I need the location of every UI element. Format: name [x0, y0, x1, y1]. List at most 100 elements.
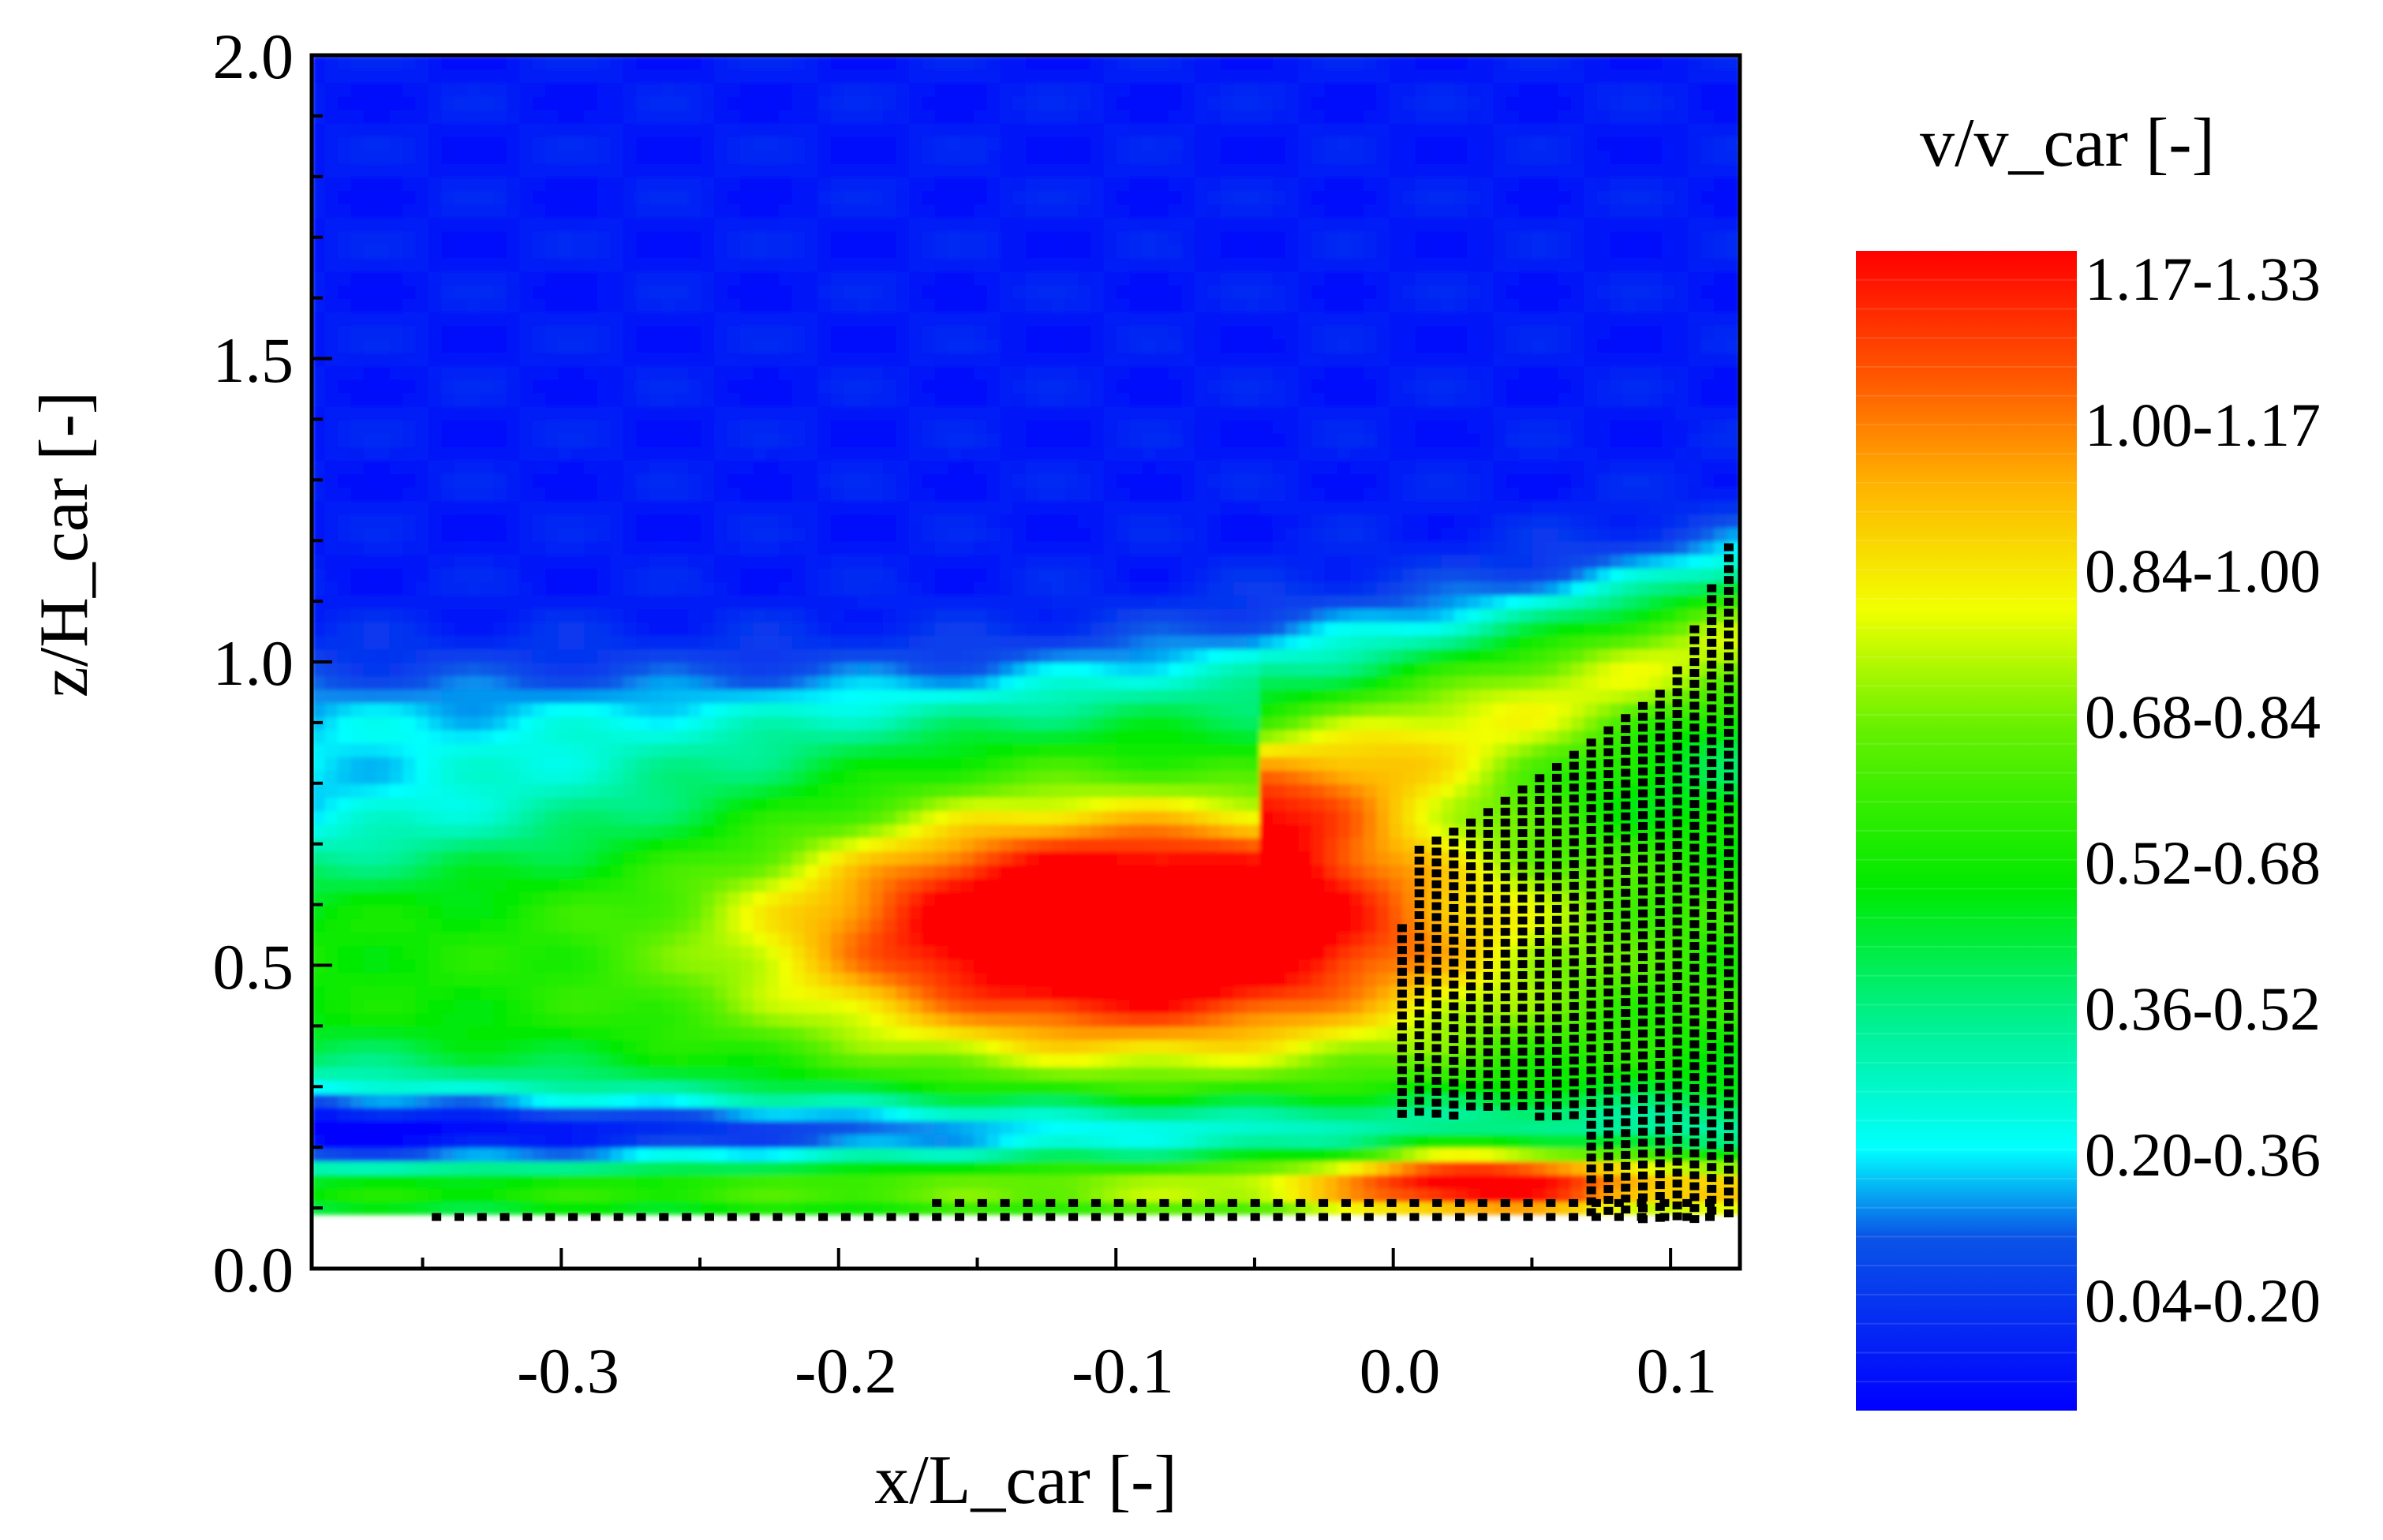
heatmap-cell	[584, 284, 599, 299]
heatmap-cell	[948, 1187, 962, 1202]
heatmap-cell	[571, 810, 585, 825]
heatmap-cell	[1026, 689, 1040, 704]
heatmap-cell	[675, 1012, 690, 1027]
heatmap-cell	[402, 1026, 417, 1041]
heatmap-cell	[389, 702, 404, 717]
heatmap-cell	[934, 514, 949, 529]
heatmap-cell	[896, 850, 911, 865]
heatmap-cell	[1000, 69, 1014, 84]
heatmap-cell	[857, 662, 871, 677]
heatmap-cell	[324, 918, 339, 933]
heatmap-cell	[765, 824, 780, 839]
heatmap-cell	[519, 1052, 533, 1067]
heatmap-cell	[662, 850, 676, 865]
heatmap-cell	[831, 931, 845, 947]
heatmap-cell	[402, 675, 417, 690]
heatmap-cell	[753, 689, 768, 704]
heatmap-cell	[896, 729, 911, 744]
heatmap-cell	[714, 244, 728, 259]
heatmap-cell	[922, 69, 937, 84]
heatmap-cell	[350, 959, 365, 974]
heatmap-cell	[584, 419, 599, 434]
heatmap-cell	[337, 999, 352, 1014]
heatmap-cell	[571, 69, 585, 84]
heatmap-cell	[324, 662, 339, 677]
heatmap-cell	[532, 972, 547, 987]
heatmap-cell	[428, 607, 443, 622]
heatmap-cell	[883, 729, 897, 744]
heatmap-cell	[441, 352, 456, 367]
heatmap-cell	[649, 365, 664, 380]
heatmap-cell	[934, 499, 949, 515]
heatmap-cell	[402, 581, 417, 596]
heatmap-cell	[857, 217, 871, 232]
heatmap-cell	[960, 864, 975, 879]
heatmap-cell	[324, 810, 339, 825]
heatmap-cell	[571, 109, 585, 124]
heatmap-cell	[545, 136, 559, 151]
heatmap-cell	[480, 204, 495, 219]
heatmap-cell	[791, 486, 806, 502]
heatmap-cell	[779, 594, 794, 609]
heatmap-cell	[441, 959, 456, 974]
heatmap-cell	[350, 55, 365, 70]
heatmap-cell	[675, 1039, 690, 1054]
heatmap-cell	[1051, 1187, 1066, 1202]
heatmap-cell	[610, 850, 625, 865]
heatmap-cell	[740, 338, 754, 353]
heatmap-cell	[831, 230, 845, 245]
heatmap-cell	[701, 824, 716, 839]
heatmap-cell	[389, 217, 404, 232]
heatmap-cell	[324, 459, 339, 474]
heatmap-cell	[312, 689, 326, 704]
heatmap-cell	[1026, 514, 1040, 529]
heatmap-cell	[986, 756, 1001, 771]
heatmap-cell	[753, 217, 768, 232]
heatmap-cell	[584, 365, 599, 380]
heatmap-cell	[649, 607, 664, 622]
heatmap-cell	[441, 109, 456, 124]
heatmap-cell	[519, 891, 533, 906]
heatmap-cell	[986, 999, 1001, 1014]
heatmap-cell	[753, 729, 768, 744]
heatmap-cell	[649, 324, 664, 340]
heatmap-cell	[817, 918, 832, 933]
heatmap-cell	[545, 1012, 559, 1027]
heatmap-cell	[779, 324, 794, 340]
heatmap-cell	[948, 742, 962, 757]
heatmap-cell	[714, 810, 728, 825]
heatmap-cell	[415, 662, 430, 677]
heatmap-cell	[532, 459, 547, 474]
heatmap-cell	[480, 122, 495, 137]
heatmap-cell	[817, 891, 832, 906]
heatmap-cell	[376, 514, 391, 529]
heatmap-cell	[389, 297, 404, 312]
heatmap-cell	[558, 352, 573, 367]
heatmap-cell	[688, 716, 702, 731]
heatmap-cell	[870, 1066, 885, 1081]
heatmap-cell	[779, 1106, 794, 1122]
heatmap-cell	[1012, 432, 1027, 447]
heatmap-cell	[493, 257, 508, 272]
heatmap-cell	[455, 581, 469, 596]
heatmap-cell	[597, 338, 612, 353]
heatmap-cell	[636, 1039, 651, 1054]
heatmap-cell	[532, 581, 547, 596]
heatmap-cell	[948, 810, 962, 825]
heatmap-cell	[636, 864, 651, 879]
heatmap-cell	[545, 149, 559, 164]
heatmap-cell	[649, 514, 664, 529]
heatmap-cell	[960, 891, 975, 906]
heatmap-cell	[753, 1120, 768, 1135]
heatmap-cell	[883, 662, 897, 677]
heatmap-cell	[817, 702, 832, 717]
heatmap-cell	[1000, 931, 1014, 947]
heatmap-cell	[532, 634, 547, 650]
heatmap-cell	[986, 392, 1001, 407]
heatmap-cell	[857, 338, 871, 353]
heatmap-cell	[870, 1161, 885, 1176]
heatmap-cell	[688, 1093, 702, 1108]
heatmap-cell	[779, 284, 794, 299]
heatmap-cell	[312, 621, 326, 636]
heatmap-cell	[1051, 230, 1066, 245]
